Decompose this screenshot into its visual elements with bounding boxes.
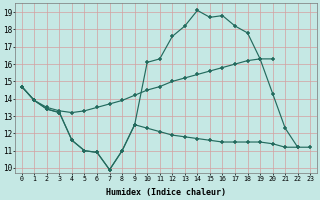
X-axis label: Humidex (Indice chaleur): Humidex (Indice chaleur): [106, 188, 226, 197]
